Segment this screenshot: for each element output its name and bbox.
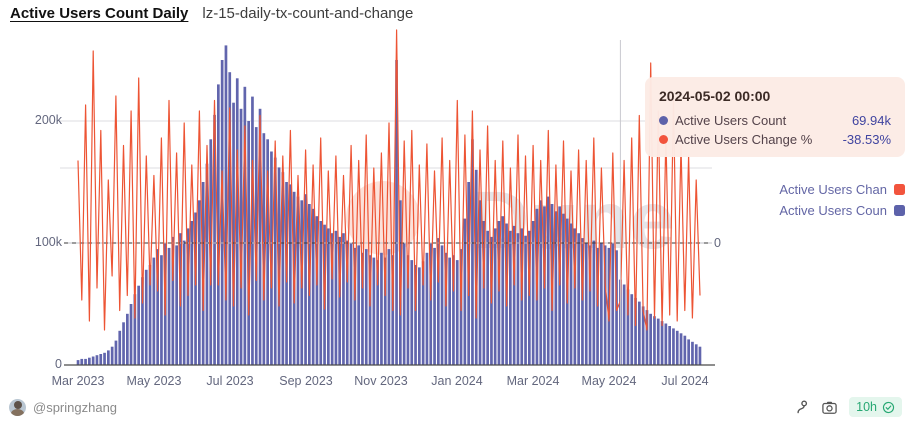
- refresh-age-badge[interactable]: 10h: [849, 397, 902, 417]
- left-axis-tick-label: 100k: [34, 235, 62, 249]
- x-axis-tick-label: Nov 2023: [354, 374, 408, 388]
- query-name[interactable]: lz-15-daily-tx-count-and-change: [202, 5, 414, 22]
- tooltip-change-value: -38.53%: [842, 132, 891, 147]
- chart-legend: Active Users Chan Active Users Coun: [779, 182, 905, 218]
- x-axis-tick-label: Sep 2023: [279, 374, 333, 388]
- legend-swatch-icon: [894, 184, 905, 195]
- right-axis-zero-label: 0: [714, 236, 721, 250]
- left-axis-tick-label: 200k: [34, 113, 62, 127]
- left-axis-tick-label: 0: [55, 357, 62, 371]
- chart-header: Active Users Count Daily lz-15-daily-tx-…: [10, 5, 413, 22]
- x-axis-tick-label: May 2023: [126, 374, 182, 388]
- tooltip-count-label: Active Users Count: [675, 113, 787, 128]
- camera-icon[interactable]: [821, 399, 838, 416]
- hover-tooltip: 2024-05-02 00:00 Active Users Count 69.9…: [645, 77, 905, 157]
- tooltip-row-count: Active Users Count 69.94k: [659, 113, 891, 128]
- check-circle-icon: [882, 401, 895, 413]
- tooltip-date: 2024-05-02 00:00: [659, 88, 771, 104]
- change-series-dot-icon: [659, 135, 668, 144]
- footer-actions: 10h: [793, 397, 902, 417]
- fork-icon[interactable]: [793, 399, 810, 416]
- x-axis-tick-label: Jul 2024: [661, 374, 709, 388]
- x-axis-tick-label: Mar 2024: [506, 374, 560, 388]
- tooltip-change-label: Active Users Change %: [675, 132, 813, 147]
- tooltip-row-change: Active Users Change % -38.53%: [659, 132, 891, 147]
- author-avatar[interactable]: [9, 398, 26, 416]
- legend-label: Active Users Chan: [779, 182, 887, 197]
- x-axis-tick-label: May 2024: [581, 374, 637, 388]
- refresh-age-text: 10h: [856, 400, 877, 414]
- footer-bar: @springzhang 10h: [0, 392, 911, 422]
- author-block[interactable]: @springzhang: [9, 398, 118, 416]
- x-axis-tick-label: Jan 2024: [431, 374, 483, 388]
- legend-item[interactable]: Active Users Coun: [779, 203, 905, 218]
- count-series-dot-icon: [659, 116, 668, 125]
- legend-label: Active Users Coun: [779, 203, 887, 218]
- legend-swatch-icon: [894, 205, 905, 216]
- author-handle[interactable]: @springzhang: [33, 399, 118, 415]
- tooltip-count-value: 69.94k: [851, 113, 891, 128]
- legend-item[interactable]: Active Users Chan: [779, 182, 905, 197]
- x-axis-tick-label: Jul 2023: [206, 374, 254, 388]
- x-axis-tick-label: Mar 2023: [51, 374, 105, 388]
- chart-title[interactable]: Active Users Count Daily: [10, 5, 189, 22]
